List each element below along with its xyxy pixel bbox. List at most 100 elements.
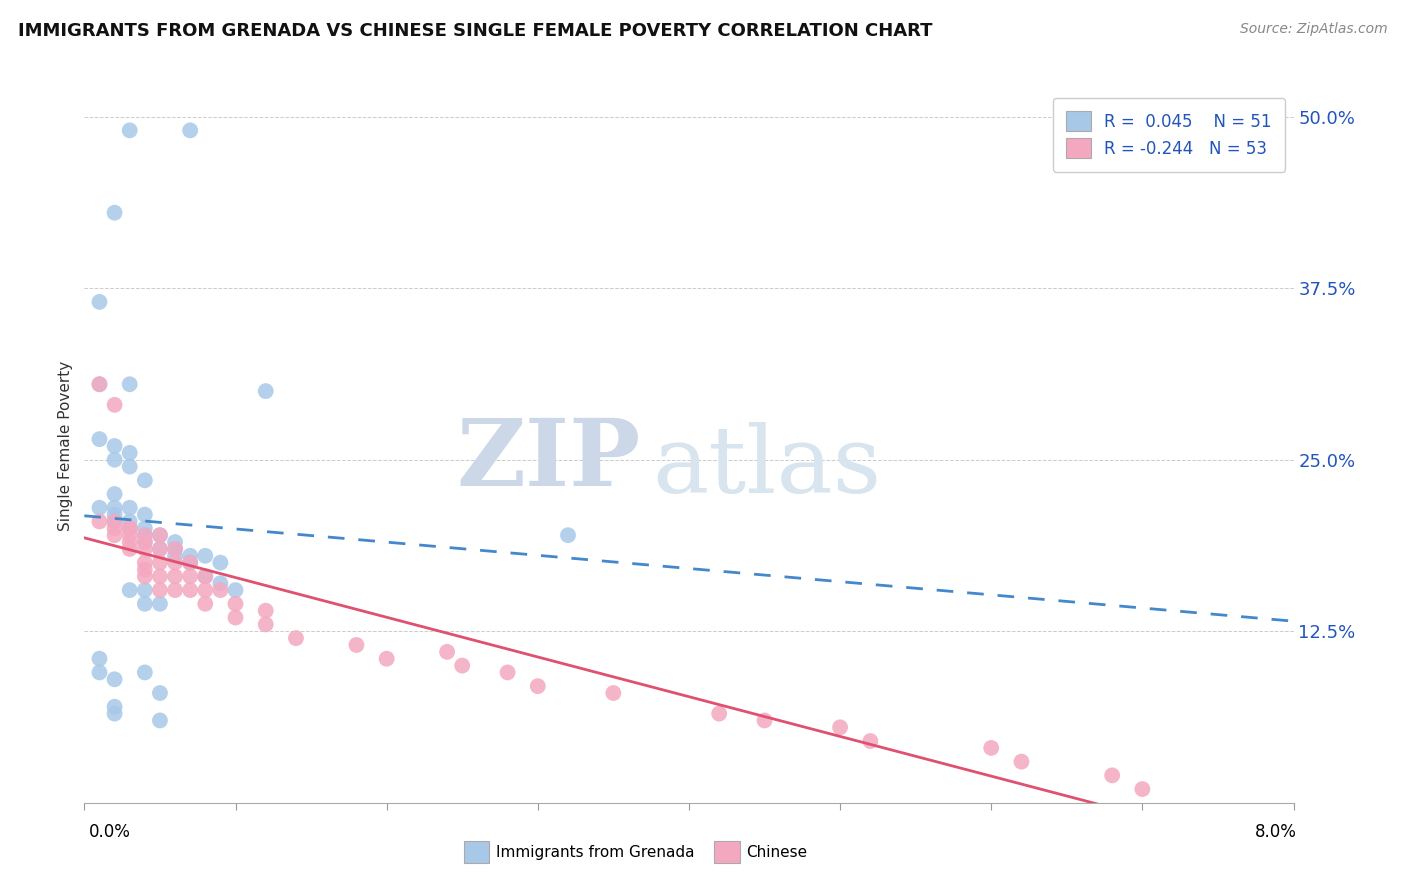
- Point: [165, 583, 187, 598]
- Point: [118, 528, 141, 542]
- Point: [451, 658, 474, 673]
- Point: [134, 556, 156, 570]
- Point: [149, 528, 172, 542]
- Point: [209, 583, 232, 598]
- Point: [134, 521, 156, 535]
- Point: [830, 720, 852, 734]
- Point: [149, 583, 172, 598]
- Point: [149, 541, 172, 556]
- Point: [118, 446, 141, 460]
- Point: [134, 535, 156, 549]
- Point: [134, 508, 156, 522]
- Legend: R =  0.045    N = 51, R = -0.244   N = 53: R = 0.045 N = 51, R = -0.244 N = 53: [1053, 97, 1285, 171]
- Point: [118, 583, 141, 598]
- Point: [89, 515, 111, 529]
- Point: [118, 521, 141, 535]
- Point: [1011, 755, 1033, 769]
- Point: [149, 686, 172, 700]
- Point: [209, 576, 232, 591]
- Point: [134, 541, 156, 556]
- Point: [709, 706, 731, 721]
- Point: [104, 515, 127, 529]
- Point: [194, 569, 217, 583]
- Point: [194, 549, 217, 563]
- Point: [179, 569, 201, 583]
- Point: [149, 569, 172, 583]
- Point: [179, 556, 201, 570]
- Point: [104, 673, 127, 687]
- Point: [118, 123, 141, 137]
- Point: [165, 541, 187, 556]
- Point: [149, 556, 172, 570]
- Point: [104, 508, 127, 522]
- Point: [104, 699, 127, 714]
- Point: [1132, 782, 1154, 797]
- Point: [179, 556, 201, 570]
- Text: 0.0%: 0.0%: [89, 822, 131, 840]
- Point: [134, 597, 156, 611]
- Point: [194, 569, 217, 583]
- Point: [118, 500, 141, 515]
- Point: [165, 541, 187, 556]
- Point: [149, 714, 172, 728]
- Point: [134, 562, 156, 576]
- Point: [194, 583, 217, 598]
- Text: 8.0%: 8.0%: [1254, 822, 1296, 840]
- Text: Immigrants from Grenada: Immigrants from Grenada: [496, 846, 695, 860]
- Point: [118, 521, 141, 535]
- Point: [225, 583, 247, 598]
- Point: [557, 528, 579, 542]
- Point: [104, 515, 127, 529]
- Point: [134, 528, 156, 542]
- Point: [375, 651, 398, 665]
- Point: [104, 205, 127, 219]
- Point: [89, 294, 111, 309]
- Point: [134, 535, 156, 549]
- Point: [118, 521, 141, 535]
- Point: [284, 631, 308, 645]
- Point: [859, 734, 882, 748]
- Point: [118, 541, 141, 556]
- Text: ZIP: ZIP: [457, 416, 641, 505]
- Point: [527, 679, 550, 693]
- Point: [165, 556, 187, 570]
- Point: [104, 521, 127, 535]
- Point: [118, 515, 141, 529]
- Point: [179, 556, 201, 570]
- Point: [104, 439, 127, 453]
- Point: [149, 541, 172, 556]
- Point: [134, 569, 156, 583]
- Point: [980, 740, 1002, 755]
- Point: [209, 556, 232, 570]
- Text: atlas: atlas: [652, 423, 882, 512]
- Point: [602, 686, 624, 700]
- Point: [225, 597, 247, 611]
- Point: [89, 377, 111, 392]
- Point: [104, 528, 127, 542]
- Point: [104, 398, 127, 412]
- Point: [134, 473, 156, 487]
- Point: [436, 645, 458, 659]
- Point: [165, 535, 187, 549]
- Point: [118, 535, 141, 549]
- Point: [118, 459, 141, 474]
- Point: [149, 597, 172, 611]
- Point: [254, 604, 277, 618]
- Point: [496, 665, 519, 680]
- Point: [225, 610, 247, 624]
- Point: [89, 651, 111, 665]
- Point: [134, 665, 156, 680]
- Point: [104, 487, 127, 501]
- Point: [118, 377, 141, 392]
- Point: [1101, 768, 1123, 782]
- Point: [754, 714, 776, 728]
- Point: [346, 638, 368, 652]
- Point: [254, 384, 277, 398]
- Point: [194, 597, 217, 611]
- Text: IMMIGRANTS FROM GRENADA VS CHINESE SINGLE FEMALE POVERTY CORRELATION CHART: IMMIGRANTS FROM GRENADA VS CHINESE SINGL…: [18, 22, 932, 40]
- Point: [179, 123, 201, 137]
- Point: [149, 528, 172, 542]
- Point: [134, 528, 156, 542]
- Point: [104, 500, 127, 515]
- Point: [89, 377, 111, 392]
